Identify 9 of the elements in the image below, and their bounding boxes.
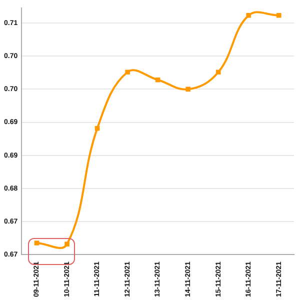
point: [186, 86, 190, 92]
point: [246, 12, 252, 18]
point: [34, 240, 40, 246]
point: [94, 126, 100, 131]
point: [155, 77, 160, 82]
point: [276, 12, 282, 18]
point: [125, 70, 130, 75]
point: [216, 70, 221, 75]
point: [64, 242, 70, 247]
